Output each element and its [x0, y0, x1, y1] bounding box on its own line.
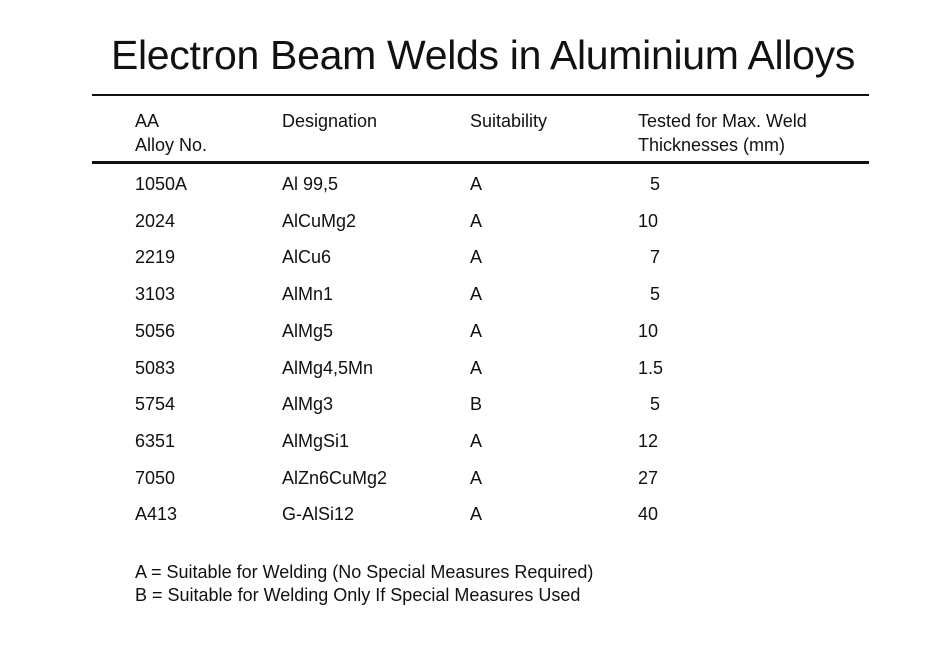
table-row: 5083 AlMg4,5Mn A 1.5 [0, 358, 950, 382]
cell-designation: AlMg3 [282, 394, 334, 415]
header-suitability: Suitability [470, 109, 547, 133]
legend-a: A = Suitable for Welding (No Special Mea… [135, 562, 594, 582]
cell-suitability: A [470, 174, 483, 194]
table-row: 1050A Al 99,5 A 5 [0, 174, 950, 198]
cell-suitability: A [470, 357, 483, 378]
cell-alloy-no: 2024 [135, 210, 176, 231]
table-row: 2024 AlCuMg2 A 10 [0, 211, 950, 235]
cell-suitability: A [470, 430, 483, 451]
cell-designation: AlCuMg2 [282, 210, 357, 231]
top-divider [92, 94, 869, 96]
cell-alloy-no: 7050 [135, 467, 176, 488]
cell-thickness: 5 [650, 394, 661, 415]
header-line: AA [135, 111, 160, 131]
table-row: 6351 AlMgSi1 A 12 [0, 431, 950, 455]
cell-thickness: 5 [650, 174, 661, 194]
cell-designation: AlZn6CuMg2 [282, 467, 388, 488]
cell-thickness: 40 [638, 504, 659, 525]
legend-b: B = Suitable for Welding Only If Special… [135, 585, 581, 605]
cell-alloy-no: 3103 [135, 284, 176, 305]
cell-suitability: A [470, 467, 483, 488]
page-title: Electron Beam Welds in Aluminium Alloys [110, 32, 856, 78]
cell-thickness: 10 [638, 210, 659, 231]
legend: A = Suitable for Welding (No Special Mea… [135, 561, 593, 607]
header-line: Designation [282, 111, 378, 131]
cell-alloy-no: 5056 [135, 320, 176, 341]
cell-thickness: 5 [650, 284, 661, 305]
header-thickness: Tested for Max. Weld Thicknesses (mm) [638, 109, 807, 157]
cell-alloy-no: 1050A [135, 174, 188, 194]
cell-alloy-no: 5754 [135, 394, 176, 415]
cell-suitability: A [470, 247, 483, 268]
cell-suitability: A [470, 320, 483, 341]
cell-thickness: 27 [638, 467, 659, 488]
table-row: 5754 AlMg3 B 5 [0, 394, 950, 418]
cell-suitability: A [470, 284, 483, 305]
cell-thickness: 12 [638, 430, 659, 451]
cell-alloy-no: 6351 [135, 430, 176, 451]
cell-suitability: A [470, 210, 483, 231]
cell-thickness: 1.5 [638, 357, 664, 378]
cell-alloy-no: 5083 [135, 357, 176, 378]
cell-designation: AlMn1 [282, 284, 334, 305]
table-row: 2219 AlCu6 A 7 [0, 247, 950, 271]
table-row: A413 G-AlSi12 A 40 [0, 504, 950, 528]
table-row: 3103 AlMn1 A 5 [0, 284, 950, 308]
header-designation: Designation [282, 109, 377, 133]
cell-thickness: 7 [650, 247, 661, 268]
cell-thickness: 10 [638, 320, 659, 341]
table-row: 7050 AlZn6CuMg2 A 27 [0, 468, 950, 492]
header-line: Suitability [470, 111, 548, 131]
cell-alloy-no: 2219 [135, 247, 176, 268]
cell-suitability: A [470, 504, 483, 525]
header-line: Alloy No. [135, 135, 208, 155]
header-divider [92, 161, 869, 164]
cell-alloy-no: A413 [135, 504, 178, 525]
header-line: Thicknesses (mm) [638, 135, 786, 155]
header-line: Tested for Max. Weld [638, 111, 807, 131]
cell-designation: AlMg4,5Mn [282, 357, 374, 378]
header-alloy-no: AA Alloy No. [135, 109, 207, 157]
cell-designation: Al 99,5 [282, 174, 339, 194]
cell-suitability: B [470, 394, 483, 415]
table-row: 5056 AlMg5 A 10 [0, 321, 950, 345]
cell-designation: AlMg5 [282, 320, 334, 341]
cell-designation: AlCu6 [282, 247, 332, 268]
cell-designation: AlMgSi1 [282, 430, 350, 451]
cell-designation: G-AlSi12 [282, 504, 355, 525]
